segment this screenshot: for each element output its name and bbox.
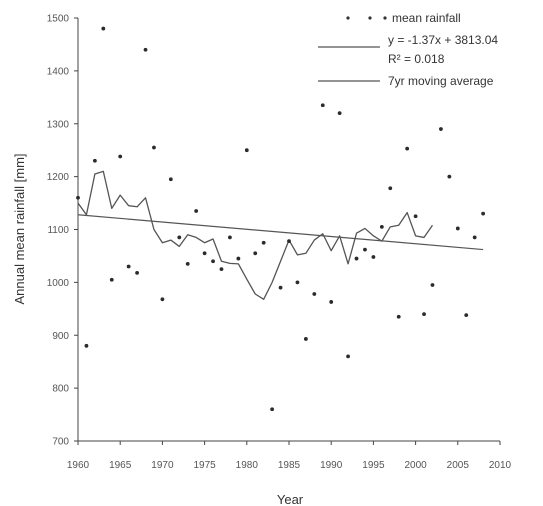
scatter-point-1975 xyxy=(202,251,207,256)
y-axis-ticks: 700 800 900 1000 1100 1200 1300 1400 1500 xyxy=(47,14,78,448)
scatter-point-1997 xyxy=(388,186,393,191)
scatter-point-1984 xyxy=(278,285,283,290)
legend-label-mean-rainfall: mean rainfall xyxy=(392,11,461,25)
x-tick-label-1985: 1985 xyxy=(278,460,301,471)
legend-label-moving-average: 7yr moving average xyxy=(388,74,494,88)
legend-scatter-marker-1 xyxy=(346,16,350,20)
scatter-point-2008 xyxy=(481,211,486,216)
legend-scatter-marker-3 xyxy=(383,16,387,20)
scatter-point-1991 xyxy=(337,111,342,116)
scatter-point-1961 xyxy=(84,343,89,348)
scatter-point-1982 xyxy=(261,240,266,245)
legend-scatter-marker-2 xyxy=(368,16,372,20)
scatter-point-1980 xyxy=(244,148,249,153)
x-tick-label-1970: 1970 xyxy=(151,460,174,471)
scatter-point-1999 xyxy=(405,146,410,151)
moving-average-line xyxy=(77,170,434,300)
legend: mean rainfall y = -1.37x + 3813.04 R² = … xyxy=(318,11,498,88)
scatter-point-1978 xyxy=(228,235,232,240)
scatter-point-1988 xyxy=(312,292,317,296)
scatter-point-1977 xyxy=(219,267,224,272)
scatter-point-1974 xyxy=(194,209,199,213)
legend-label-trend-equation: y = -1.37x + 3813.04 xyxy=(388,33,498,47)
scatter-point-2004 xyxy=(447,174,452,179)
scatter-point-1969 xyxy=(152,145,156,150)
scatter-point-2007 xyxy=(472,235,477,240)
scatter-point-1970 xyxy=(160,297,165,302)
scatter-point-2005 xyxy=(455,226,460,231)
y-tick-label-1000: 1000 xyxy=(47,278,70,289)
scatter-point-1983 xyxy=(270,407,275,412)
x-tick-label-2005: 2005 xyxy=(447,460,470,471)
scatter-point-1964 xyxy=(109,277,114,282)
x-tick-label-1980: 1980 xyxy=(236,460,259,471)
scatter-point-1995 xyxy=(371,255,376,259)
scatter-point-1960 xyxy=(76,195,80,200)
scatter-point-1968 xyxy=(143,47,148,52)
scatter-point-1985 xyxy=(287,239,291,244)
scatter-point-1993 xyxy=(354,256,359,261)
legend-label-r-squared: R² = 0.018 xyxy=(388,52,445,66)
scatter-point-2001 xyxy=(422,312,426,316)
y-tick-label-1300: 1300 xyxy=(47,119,70,130)
scatter-point-2000 xyxy=(413,214,418,219)
y-tick-label-1400: 1400 xyxy=(47,66,70,77)
scatter-point-1986 xyxy=(295,280,300,285)
y-axis-title: Annual mean rainfall [mm] xyxy=(12,153,27,304)
scatter-point-1979 xyxy=(236,256,241,261)
scatter-point-1976 xyxy=(211,259,215,264)
trend-line-layer xyxy=(77,214,484,251)
scatter-point-1989 xyxy=(320,103,325,108)
scatter-point-2003 xyxy=(439,127,443,131)
scatter-point-1963 xyxy=(101,26,106,31)
moving-average-layer xyxy=(77,170,434,300)
y-tick-label-800: 800 xyxy=(52,384,69,395)
scatter-point-1966 xyxy=(126,264,131,269)
x-tick-label-2010: 2010 xyxy=(489,460,512,471)
scatter-point-1962 xyxy=(92,158,97,163)
x-axis-ticks: 1960 1965 1970 1975 1980 1985 1990 1995 2000 2005… xyxy=(67,441,512,471)
y-tick-label-1100: 1100 xyxy=(47,225,69,236)
scatter-point-1998 xyxy=(396,314,401,319)
scatter-point-2006 xyxy=(464,313,469,318)
x-axis-title: Year xyxy=(277,492,304,506)
y-tick-label-900: 900 xyxy=(52,331,69,342)
x-tick-label-1975: 1975 xyxy=(193,460,216,471)
scatter-point-1973 xyxy=(185,261,190,266)
trend-line xyxy=(77,214,484,251)
x-tick-label-1960: 1960 xyxy=(67,460,90,471)
x-tick-label-1990: 1990 xyxy=(320,460,343,471)
x-tick-label-1965: 1965 xyxy=(109,460,132,471)
scatter-point-1987 xyxy=(303,337,308,341)
scatter-points-layer xyxy=(76,26,486,412)
x-tick-label-1995: 1995 xyxy=(362,460,385,471)
y-tick-label-1500: 1500 xyxy=(47,14,70,25)
scatter-point-1965 xyxy=(118,154,123,159)
y-tick-label-700: 700 xyxy=(52,437,69,448)
scatter-point-1972 xyxy=(177,235,182,240)
scatter-point-2002 xyxy=(430,283,435,287)
scatter-point-1971 xyxy=(168,177,173,182)
scatter-point-1967 xyxy=(135,270,139,275)
scatter-point-1994 xyxy=(363,247,367,252)
scatter-point-1981 xyxy=(253,251,258,256)
y-tick-label-1200: 1200 xyxy=(47,172,70,183)
x-tick-label-2000: 2000 xyxy=(404,460,427,471)
scatter-point-1992 xyxy=(346,354,350,359)
scatter-point-1990 xyxy=(329,300,334,304)
scatter-point-1996 xyxy=(379,224,384,229)
